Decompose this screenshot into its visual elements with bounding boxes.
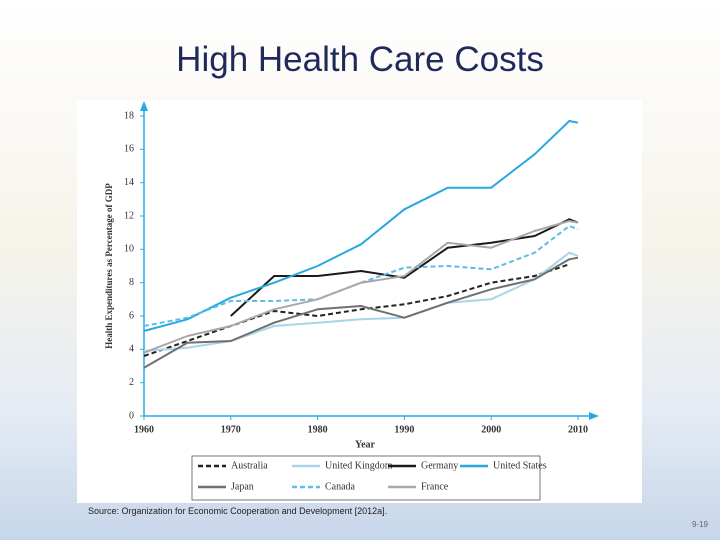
legend-label: United States [493, 460, 547, 471]
y-tick-label: 8 [129, 277, 134, 288]
legend-label: Germany [421, 460, 458, 471]
legend-box [191, 455, 541, 501]
x-axis-label: Year [355, 439, 376, 450]
x-axis-arrow [589, 412, 599, 420]
legend-label: France [421, 481, 449, 492]
y-tick-label: 6 [129, 310, 134, 321]
series-line [230, 218, 579, 317]
legend-label: Canada [325, 481, 356, 492]
y-tick-label: 4 [129, 344, 134, 355]
x-tick-label: 1960 [134, 424, 154, 435]
y-tick-label: 2 [129, 377, 134, 388]
x-tick-label: 2000 [481, 424, 501, 435]
series-line [143, 120, 579, 332]
x-tick-label: 1990 [394, 424, 414, 435]
series-line [143, 263, 570, 357]
y-tick-label: 18 [124, 110, 134, 121]
series-line [143, 225, 579, 327]
y-tick-label: 0 [129, 410, 134, 421]
y-tick-label: 16 [124, 144, 134, 155]
x-tick-label: 1980 [308, 424, 328, 435]
y-axis-arrow [140, 101, 148, 111]
x-tick-label: 1970 [221, 424, 241, 435]
chart-background [77, 100, 642, 503]
series-line [143, 256, 579, 369]
y-tick-label: 12 [124, 210, 134, 221]
source-note: Source: Organization for Economic Cooper… [88, 506, 388, 516]
y-axis-label: Health Expenditures as Percentage of GDP [104, 183, 114, 349]
series-line [143, 220, 579, 354]
page-number: 9-19 [691, 520, 708, 529]
x-tick-label: 2010 [568, 424, 588, 435]
legend-label: United Kingdom [325, 460, 393, 471]
legend-label: Japan [231, 481, 254, 492]
y-tick-label: 14 [124, 177, 134, 188]
slide-title: High Health Care Costs [176, 40, 544, 79]
legend-label: Australia [231, 460, 268, 471]
y-tick-label: 10 [124, 244, 134, 255]
